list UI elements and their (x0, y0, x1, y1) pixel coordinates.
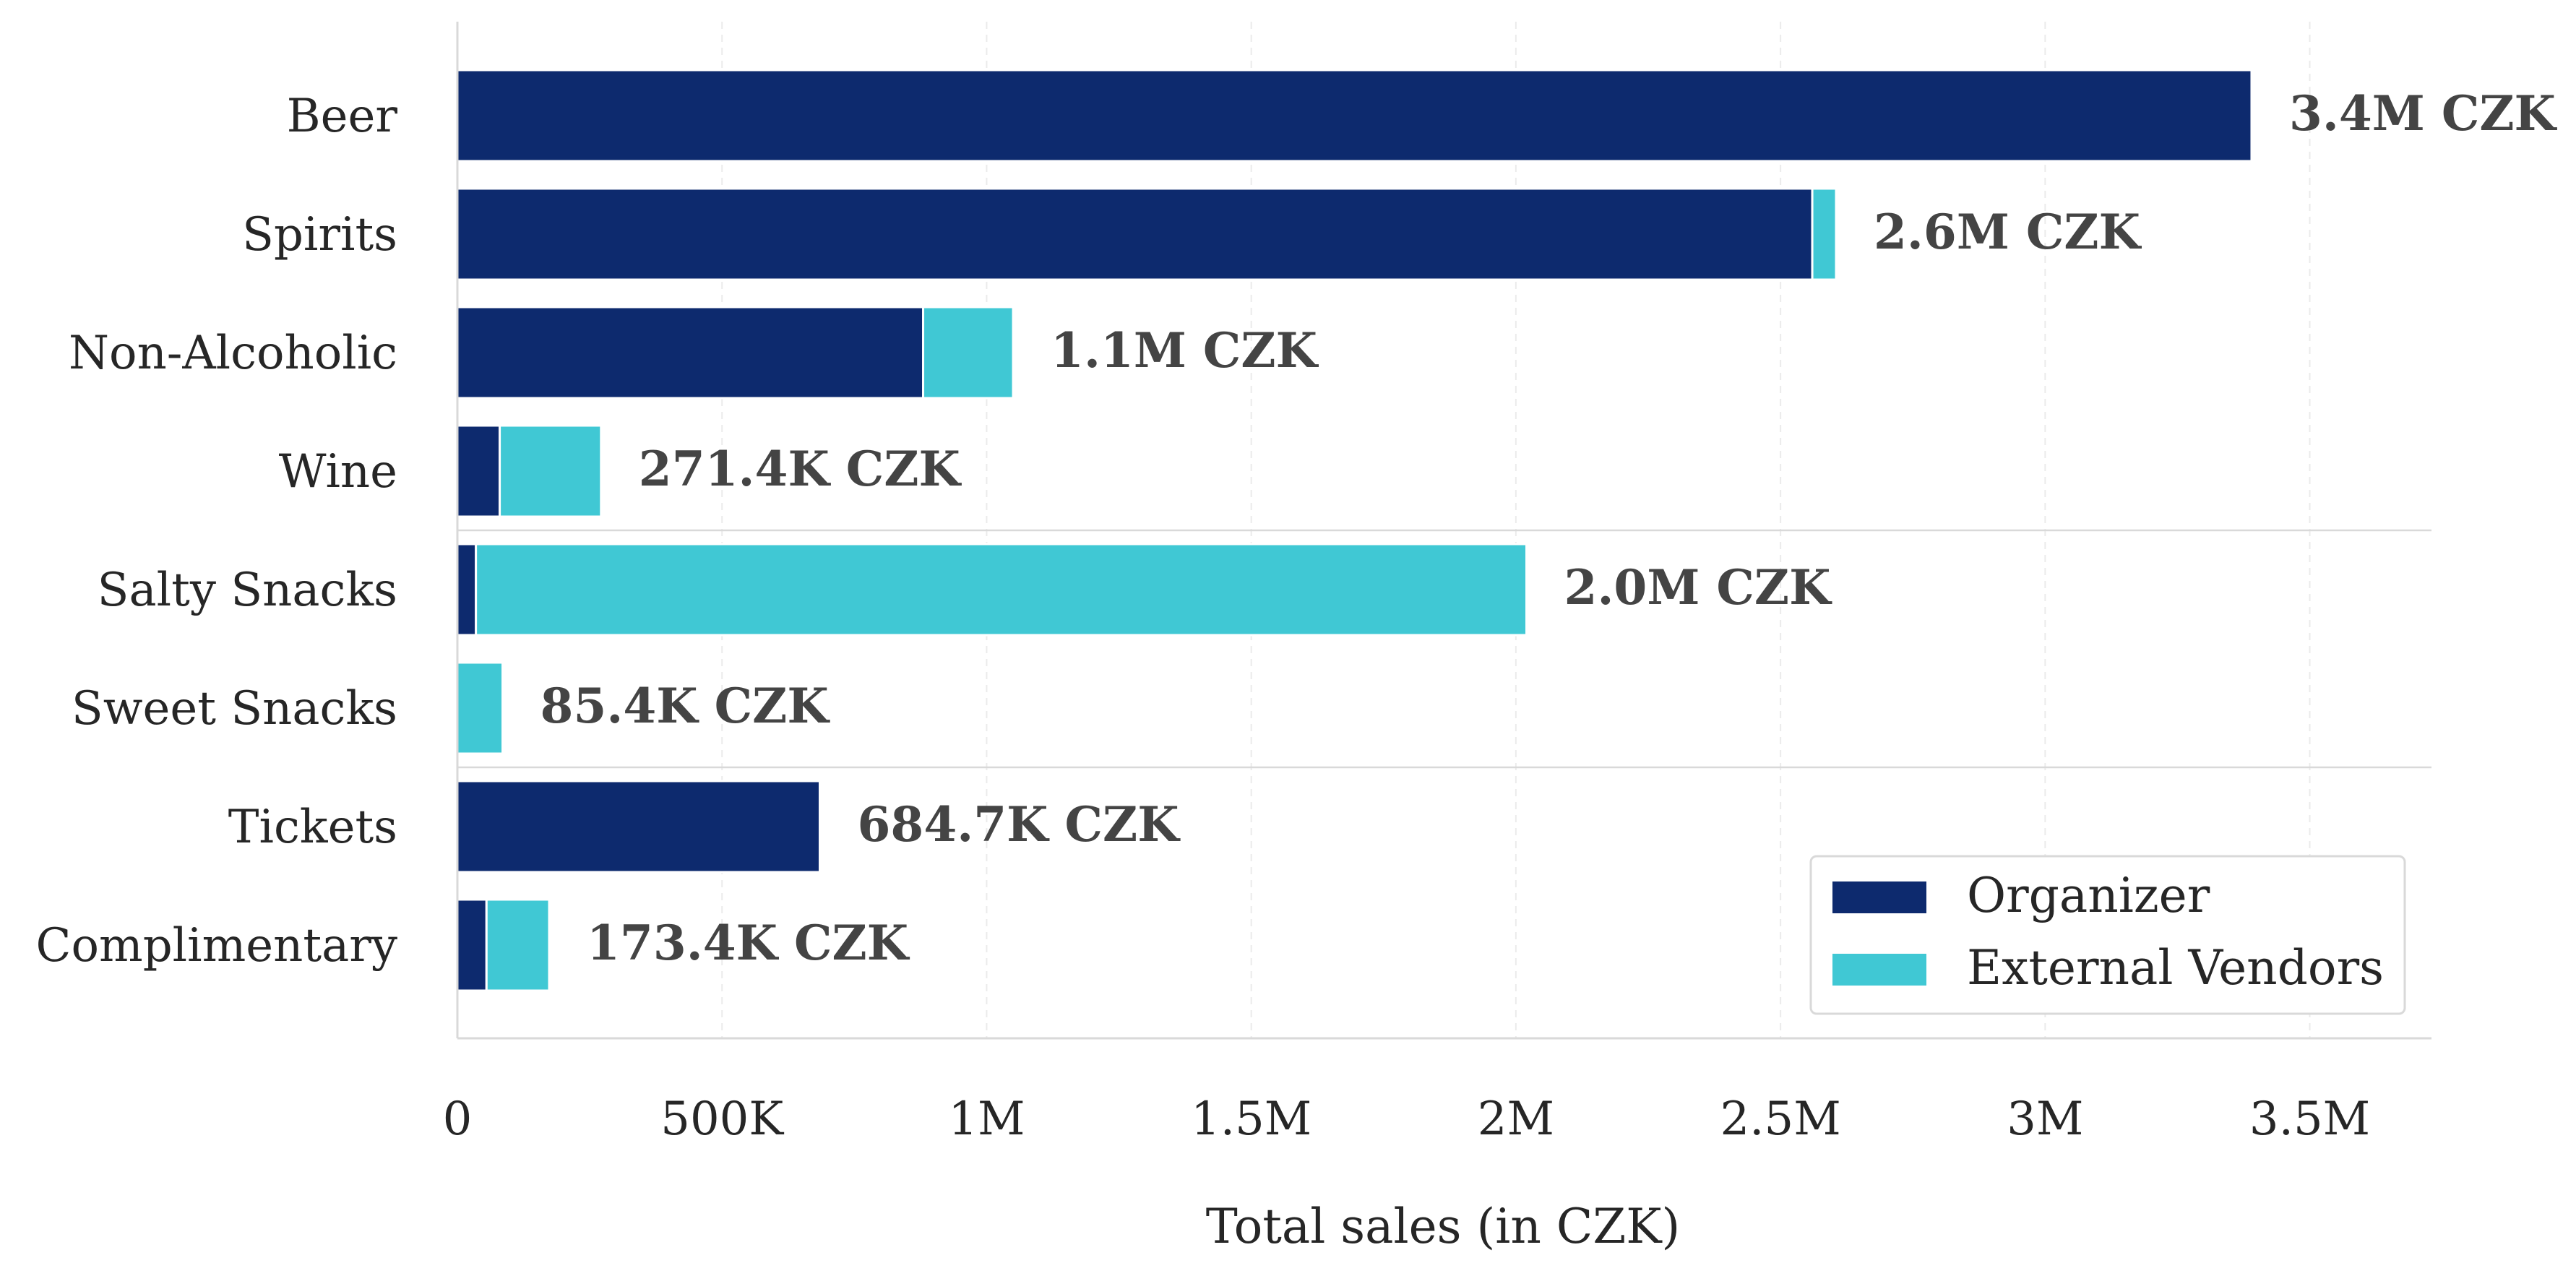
category-label-sweet-snacks: Sweet Snacks (72, 682, 397, 736)
total-label-salty-snacks: 2.0M CZK (1564, 559, 1833, 616)
group-separators (457, 529, 2431, 769)
total-label-beer: 3.4M CZK (2289, 85, 2558, 142)
category-label-wine: Wine (279, 445, 397, 499)
category-label-tickets: Tickets (228, 801, 397, 854)
category-label-spirits: Spirits (242, 208, 397, 262)
bar-non-alcoholic-organizer (456, 306, 925, 400)
bar-complimentary-external-vendors (485, 898, 551, 992)
x-tick-label: 1.5M (1191, 1092, 1311, 1146)
bar-salty-snacks-organizer (456, 543, 478, 637)
bar-tickets-organizer (456, 780, 822, 874)
bar-non-alcoholic-external-vendors (922, 306, 1015, 400)
x-tick-label: 3M (2007, 1092, 2083, 1146)
bars-layer (456, 69, 2253, 992)
legend-frame (1809, 855, 2406, 1015)
legend: Organizer External Vendors (1809, 855, 2406, 1015)
legend-label-external-vendors: External Vendors (1967, 940, 2384, 996)
category-label-complimentary: Complimentary (36, 919, 398, 973)
category-label-beer: Beer (287, 90, 398, 143)
axes-layer: 0 500K 1M 1.5M 2M 2.5M 3M 3.5M (443, 22, 2431, 1146)
labels-layer: Beer 3.4M CZK Spirits 2.6M CZK Non-Alcoholic… (36, 85, 2558, 973)
bar-wine-external-vendors (499, 424, 603, 518)
legend-label-organizer: Organizer (1967, 868, 2210, 923)
bar-salty-snacks-external-vendors (475, 543, 1528, 637)
x-tick-label: 0 (443, 1092, 473, 1146)
category-label-salty-snacks: Salty Snacks (98, 564, 397, 617)
category-label-non-alcoholic: Non-Alcoholic (69, 327, 397, 380)
legend-swatch-organizer (1832, 881, 1926, 913)
x-tick-label: 1M (948, 1092, 1025, 1146)
legend-swatch-external-vendors (1832, 954, 1926, 986)
bar-complimentary-organizer (456, 898, 488, 992)
x-axis-title: Total sales (in CZK) (1206, 1199, 1681, 1254)
x-tick-label: 2.5M (1720, 1092, 1840, 1146)
bar-spirits-organizer (456, 187, 1814, 281)
x-tick-label: 2M (1478, 1092, 1554, 1146)
total-label-non-alcoholic: 1.1M CZK (1051, 322, 1319, 379)
bar-spirits-external-vendors (1811, 187, 1838, 281)
total-label-complimentary: 173.4K CZK (587, 915, 910, 971)
total-label-spirits: 2.6M CZK (1874, 204, 2142, 260)
total-label-tickets: 684.7K CZK (858, 796, 1181, 853)
total-label-wine: 271.4K CZK (639, 441, 962, 497)
x-tick-label: 500K (660, 1092, 784, 1146)
bar-beer-organizer (456, 69, 2253, 163)
bar-wine-organizer (456, 424, 501, 518)
bar-sweet-snacks-external-vendors (456, 661, 504, 755)
x-tick-label: 3.5M (2249, 1092, 2370, 1146)
total-label-sweet-snacks: 85.4K CZK (540, 678, 831, 734)
